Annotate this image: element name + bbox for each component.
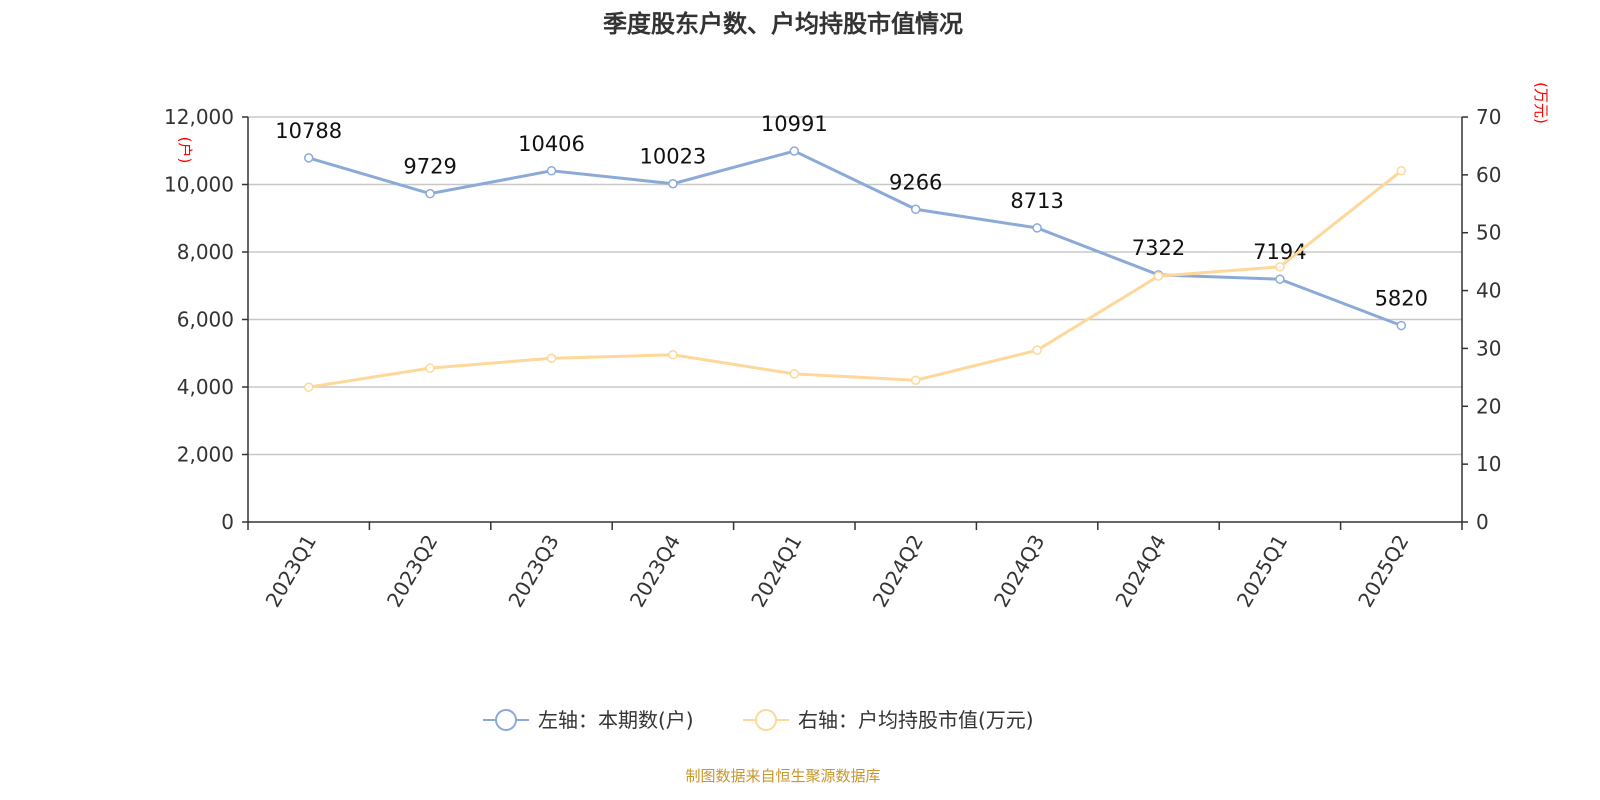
left-tick-label: 12,000 — [164, 105, 234, 129]
left-tick-label: 6,000 — [177, 308, 234, 332]
right-tick-label: 0 — [1476, 510, 1489, 534]
legend-label: 右轴：户均持股市值(万元) — [798, 708, 1034, 732]
left-tick-label: 4,000 — [177, 375, 234, 399]
data-label: 8713 — [1010, 189, 1063, 213]
x-tick-label: 2024Q4 — [1110, 531, 1170, 612]
x-tick-label: 2024Q2 — [868, 531, 928, 612]
x-tick-label: 2023Q3 — [503, 531, 563, 612]
chart-title: 季度股东户数、户均持股市值情况 — [603, 10, 963, 38]
data-label: 10788 — [275, 119, 342, 143]
x-tick-label: 2024Q1 — [746, 531, 806, 612]
data-point — [789, 146, 800, 156]
x-tick-label: 2023Q4 — [625, 531, 685, 612]
data-point — [789, 369, 800, 379]
legend-marker-icon — [755, 709, 777, 731]
series-line-0 — [308, 149, 1402, 327]
left-axis-unit: (户) — [176, 137, 194, 164]
data-label: 9266 — [889, 170, 942, 194]
x-tick-label: 2025Q2 — [1353, 531, 1413, 612]
data-point — [1275, 262, 1285, 272]
data-point — [1396, 166, 1407, 176]
source-note: 制图数据来自恒生聚源数据库 — [685, 767, 880, 785]
data-point — [1032, 223, 1042, 233]
data-label: 10023 — [639, 145, 706, 169]
data-label: 9729 — [403, 155, 456, 179]
right-tick-label: 10 — [1476, 452, 1501, 476]
left-tick-label: 2,000 — [177, 443, 234, 467]
data-point — [910, 204, 921, 215]
x-tick-label: 2024Q3 — [989, 531, 1049, 612]
right-tick-label: 30 — [1476, 336, 1501, 360]
data-point — [546, 166, 557, 176]
x-tick-label: 2023Q2 — [382, 531, 442, 612]
data-point — [668, 350, 678, 360]
x-tick-label: 2023Q1 — [261, 531, 321, 612]
x-tick-label: 2025Q1 — [1232, 531, 1292, 612]
legend-marker-icon — [495, 709, 517, 731]
right-tick-label: 20 — [1476, 394, 1501, 418]
data-point — [303, 153, 314, 163]
data-point — [1153, 271, 1164, 281]
left-tick-label: 10,000 — [164, 173, 234, 197]
data-point — [910, 375, 921, 385]
data-label: 7322 — [1132, 236, 1185, 260]
right-tick-label: 60 — [1476, 163, 1501, 187]
legend-label: 左轴：本期数(户) — [538, 708, 694, 732]
data-point — [425, 188, 435, 199]
data-point — [1396, 320, 1407, 331]
left-tick-label: 8,000 — [177, 240, 234, 264]
data-label: 5820 — [1375, 287, 1428, 311]
right-tick-label: 40 — [1476, 279, 1501, 303]
right-tick-label: 70 — [1476, 105, 1501, 129]
data-point — [1275, 274, 1285, 284]
right-tick-label: 50 — [1476, 221, 1501, 245]
data-point — [425, 363, 435, 373]
data-label: 10991 — [761, 112, 828, 136]
data-point — [1032, 345, 1042, 355]
right-axis-unit: (万元) — [1532, 82, 1550, 124]
data-point — [303, 382, 314, 392]
series-line-1 — [308, 169, 1403, 389]
left-tick-label: 0 — [221, 510, 234, 534]
data-label: 10406 — [518, 132, 585, 156]
data-point — [546, 353, 557, 364]
data-point — [668, 178, 678, 189]
